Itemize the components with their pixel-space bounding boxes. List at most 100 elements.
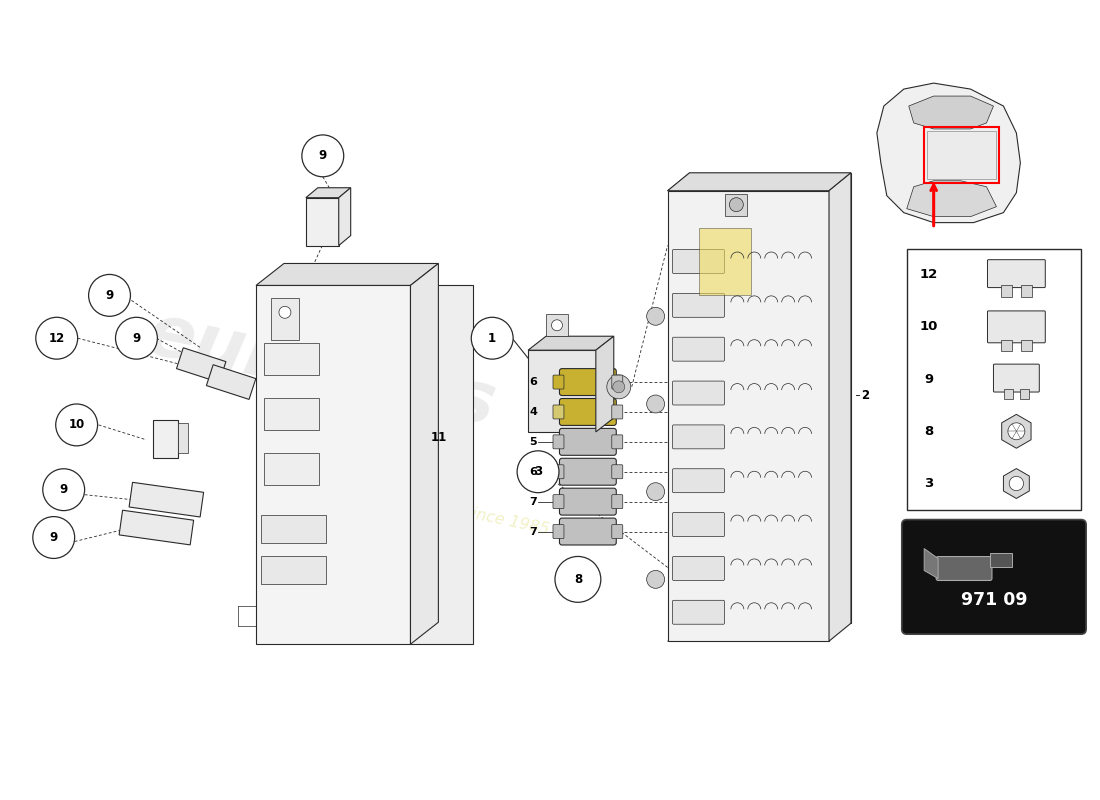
Text: 6: 6 xyxy=(529,466,537,477)
Text: 12: 12 xyxy=(920,268,938,281)
FancyBboxPatch shape xyxy=(612,375,623,389)
Text: 10: 10 xyxy=(920,320,938,334)
FancyBboxPatch shape xyxy=(178,423,188,453)
FancyBboxPatch shape xyxy=(672,294,725,318)
Circle shape xyxy=(471,318,513,359)
FancyBboxPatch shape xyxy=(560,429,616,455)
FancyBboxPatch shape xyxy=(264,453,319,485)
Circle shape xyxy=(116,318,157,359)
FancyBboxPatch shape xyxy=(906,249,1081,510)
FancyBboxPatch shape xyxy=(672,250,725,274)
FancyBboxPatch shape xyxy=(672,513,725,537)
Circle shape xyxy=(647,570,664,588)
Polygon shape xyxy=(690,173,851,623)
Text: 971 09: 971 09 xyxy=(960,591,1027,609)
FancyBboxPatch shape xyxy=(936,557,992,581)
Text: 3: 3 xyxy=(534,466,542,478)
Polygon shape xyxy=(306,188,351,198)
Text: 8: 8 xyxy=(924,425,933,438)
FancyBboxPatch shape xyxy=(725,194,747,216)
FancyBboxPatch shape xyxy=(672,600,725,624)
Polygon shape xyxy=(1002,414,1031,448)
Polygon shape xyxy=(207,365,256,399)
FancyBboxPatch shape xyxy=(560,488,616,515)
FancyBboxPatch shape xyxy=(560,369,616,395)
Circle shape xyxy=(36,318,78,359)
FancyBboxPatch shape xyxy=(1001,340,1012,350)
Polygon shape xyxy=(924,549,938,578)
Polygon shape xyxy=(596,336,614,432)
Polygon shape xyxy=(256,263,439,286)
Text: 4: 4 xyxy=(529,407,537,417)
Circle shape xyxy=(647,307,664,326)
FancyBboxPatch shape xyxy=(902,519,1086,634)
Polygon shape xyxy=(1003,469,1030,498)
Text: 1: 1 xyxy=(488,332,496,345)
Text: 9: 9 xyxy=(50,531,58,544)
Text: 2: 2 xyxy=(861,389,869,402)
Text: 9: 9 xyxy=(924,373,933,386)
FancyBboxPatch shape xyxy=(988,311,1045,342)
Circle shape xyxy=(56,404,98,446)
FancyBboxPatch shape xyxy=(926,131,997,178)
FancyBboxPatch shape xyxy=(264,398,319,430)
Circle shape xyxy=(517,451,559,493)
FancyBboxPatch shape xyxy=(612,435,623,449)
FancyBboxPatch shape xyxy=(553,435,564,449)
Circle shape xyxy=(556,557,601,602)
Polygon shape xyxy=(410,263,439,644)
Polygon shape xyxy=(909,96,993,129)
Circle shape xyxy=(43,469,85,510)
Text: 6: 6 xyxy=(529,377,537,387)
Text: 9: 9 xyxy=(59,483,68,496)
Polygon shape xyxy=(339,188,351,246)
FancyBboxPatch shape xyxy=(672,469,725,493)
Polygon shape xyxy=(129,482,204,517)
Polygon shape xyxy=(528,336,614,350)
Circle shape xyxy=(551,320,562,330)
Circle shape xyxy=(613,381,625,393)
FancyBboxPatch shape xyxy=(672,557,725,580)
Text: 7: 7 xyxy=(529,526,537,537)
Circle shape xyxy=(89,274,131,316)
Circle shape xyxy=(607,375,630,399)
FancyBboxPatch shape xyxy=(1001,285,1012,297)
FancyBboxPatch shape xyxy=(612,494,623,509)
FancyBboxPatch shape xyxy=(672,338,725,361)
FancyBboxPatch shape xyxy=(410,286,473,644)
Circle shape xyxy=(1009,476,1024,490)
FancyBboxPatch shape xyxy=(553,375,564,389)
FancyBboxPatch shape xyxy=(153,420,178,458)
FancyBboxPatch shape xyxy=(1004,389,1013,399)
FancyBboxPatch shape xyxy=(612,405,623,419)
FancyBboxPatch shape xyxy=(1021,340,1032,350)
FancyBboxPatch shape xyxy=(672,381,725,405)
Polygon shape xyxy=(829,173,851,641)
Polygon shape xyxy=(668,190,829,641)
Text: 11: 11 xyxy=(430,431,447,444)
Circle shape xyxy=(647,395,664,413)
Polygon shape xyxy=(668,173,851,190)
Text: 9: 9 xyxy=(106,289,113,302)
FancyBboxPatch shape xyxy=(553,465,564,478)
FancyBboxPatch shape xyxy=(700,228,751,295)
Polygon shape xyxy=(256,286,410,644)
FancyBboxPatch shape xyxy=(553,494,564,509)
FancyBboxPatch shape xyxy=(271,298,299,340)
FancyBboxPatch shape xyxy=(560,518,616,545)
Circle shape xyxy=(729,198,744,212)
Polygon shape xyxy=(119,510,194,545)
Circle shape xyxy=(33,517,75,558)
Polygon shape xyxy=(176,348,226,382)
FancyBboxPatch shape xyxy=(264,343,319,375)
FancyBboxPatch shape xyxy=(672,425,725,449)
Text: 7: 7 xyxy=(529,497,537,506)
Polygon shape xyxy=(906,181,997,217)
Text: 5: 5 xyxy=(529,437,537,447)
FancyBboxPatch shape xyxy=(546,314,568,336)
Text: 9: 9 xyxy=(132,332,141,345)
Circle shape xyxy=(301,135,343,177)
Polygon shape xyxy=(877,83,1021,222)
Text: 9: 9 xyxy=(319,150,327,162)
FancyBboxPatch shape xyxy=(612,525,623,538)
